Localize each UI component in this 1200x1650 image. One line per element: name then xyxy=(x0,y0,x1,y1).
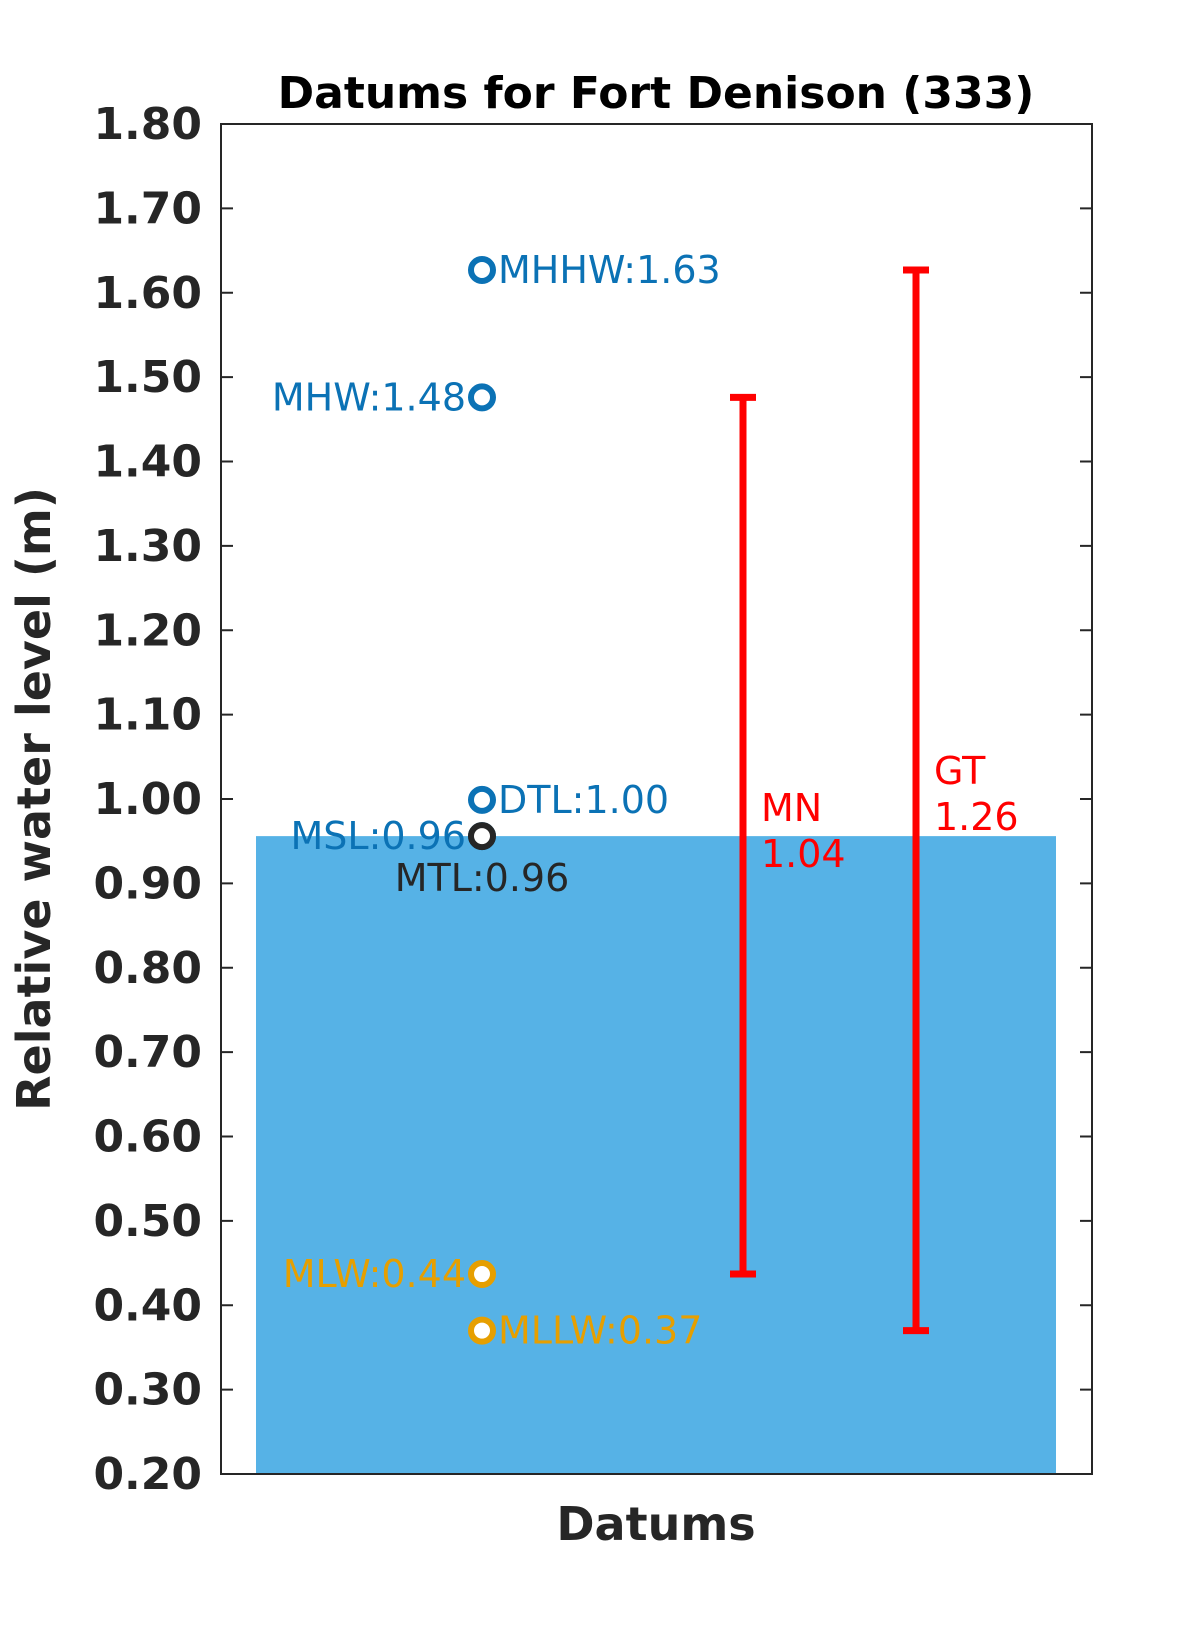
datum-mllw: MLLW:0.37 xyxy=(468,1309,702,1353)
y-tick-label: 1.80 xyxy=(93,99,202,150)
y-tick-label: 0.30 xyxy=(93,1365,202,1416)
datum-marker-dtl xyxy=(468,785,496,814)
y-tick-label: 1.30 xyxy=(93,521,202,572)
datum-label-mtl: MTL:0.96 xyxy=(395,856,570,900)
y-tick-label: 0.70 xyxy=(93,1027,202,1078)
y-tick-label: 0.90 xyxy=(93,858,202,909)
y-tick-label: 0.40 xyxy=(93,1280,202,1331)
datum-label-mllw: MLLW:0.37 xyxy=(498,1309,702,1353)
y-tick-label: 1.10 xyxy=(93,690,202,741)
y-tick-label: 1.60 xyxy=(93,268,202,319)
datum-label-mhw: MHW:1.48 xyxy=(272,375,466,419)
datum-marker-mlw xyxy=(468,1260,496,1289)
datum-label-mlw: MLW:0.44 xyxy=(283,1252,466,1296)
datum-mhhw: MHHW:1.63 xyxy=(468,248,721,292)
range-label-mn: MN xyxy=(761,786,822,830)
datum-marker-mhw xyxy=(468,383,496,412)
datum-mlw: MLW:0.44 xyxy=(283,1252,496,1296)
y-axis-label: Relative water level (m) xyxy=(7,487,61,1111)
msl-bar xyxy=(256,836,1056,1474)
datum-marker-mhhw xyxy=(468,255,496,284)
range-value-mn: 1.04 xyxy=(761,832,846,876)
y-tick-label: 0.50 xyxy=(93,1196,202,1247)
y-tick-label: 0.60 xyxy=(93,1112,202,1163)
datum-marker-mllw xyxy=(468,1316,496,1345)
datum-label-dtl: DTL:1.00 xyxy=(498,778,669,822)
datum-marker-mtl xyxy=(468,822,496,851)
y-tick-label: 0.20 xyxy=(93,1449,202,1500)
datum-label-mhhw: MHHW:1.63 xyxy=(498,248,721,292)
y-tick-label: 1.40 xyxy=(93,437,202,488)
y-tick-label: 1.50 xyxy=(93,352,202,403)
datum-mhw: MHW:1.48 xyxy=(272,375,496,419)
tidal-ranges: MN1.04 GT1.26 xyxy=(730,266,1019,1335)
datum-label-msl: MSL:0.96 xyxy=(291,814,467,858)
y-tick-label: 0.80 xyxy=(93,943,202,994)
y-tick-label: 1.20 xyxy=(93,605,202,656)
x-axis-label: Datums xyxy=(556,1497,755,1551)
datum-dtl: DTL:1.00 xyxy=(468,778,669,822)
chart-title: Datums for Fort Denison (333) xyxy=(278,68,1035,119)
y-tick-label: 1.00 xyxy=(93,774,202,825)
y-tick-labels: 0.20 0.30 0.40 0.50 0.60 0.70 0.80 0.90 1.00 1.10… xyxy=(93,99,202,1500)
datum-msl: MSL:0.96 xyxy=(291,814,496,858)
range-value-gt: 1.26 xyxy=(934,795,1019,839)
range-label-gt: GT xyxy=(934,749,986,793)
tick-marks xyxy=(221,123,1092,1475)
datum-markers: MHHW:1.63 MHW:1.48 DTL:1.00 MSL:0.96MTL:0.9… xyxy=(272,248,721,1353)
plot-frame xyxy=(220,123,1093,1475)
datum-mtl: MTL:0.96 xyxy=(395,822,570,900)
y-tick-label: 1.70 xyxy=(93,183,202,234)
